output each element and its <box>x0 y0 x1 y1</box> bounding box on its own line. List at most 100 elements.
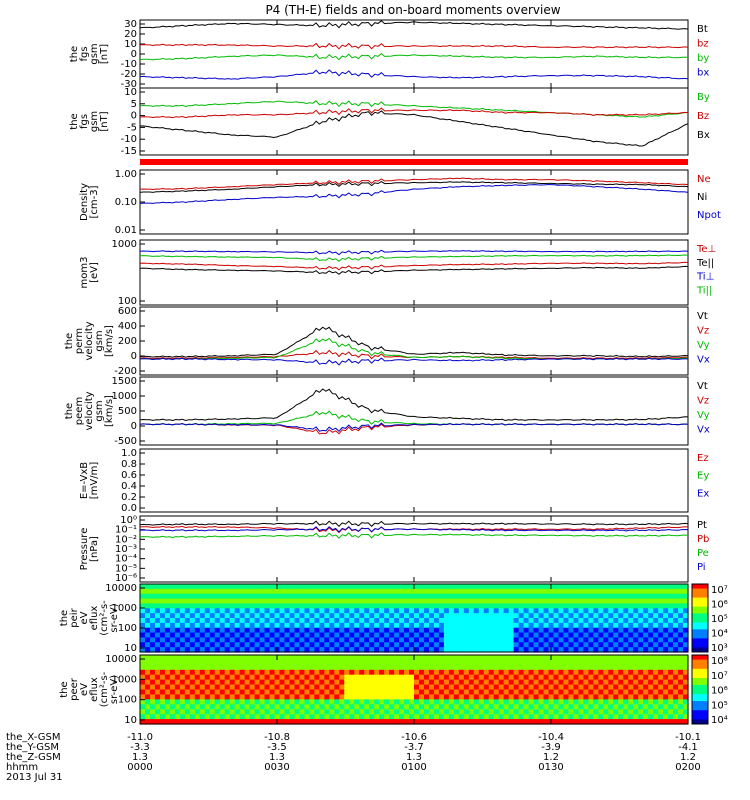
spectrogram-cell <box>299 608 305 614</box>
spectrogram-cell <box>478 679 485 686</box>
spectrogram-cell <box>164 588 171 595</box>
spectrogram-cell <box>344 669 350 676</box>
spectrogram-cell <box>279 709 286 715</box>
spectrogram-cell <box>229 719 236 725</box>
spectrogram-cell <box>633 637 639 643</box>
spectrogram-cell <box>423 709 430 715</box>
y-tick-label: 1.0 <box>121 448 137 459</box>
spectrogram-cell <box>513 694 520 700</box>
spectrogram-cell <box>463 655 470 661</box>
spectrogram-cell <box>468 664 475 671</box>
spectrogram-cell <box>478 674 485 681</box>
spectrogram-cell <box>463 603 470 609</box>
spectrogram-cell <box>214 627 221 634</box>
spectrogram-cell <box>209 603 216 609</box>
spectrogram-cell <box>653 684 659 691</box>
spectrogram-cell <box>613 647 619 653</box>
spectrogram-cell <box>144 709 151 715</box>
spectrogram-cell <box>159 627 166 634</box>
spectrogram-cell <box>164 637 171 643</box>
spectrogram-cell <box>189 642 196 648</box>
spectrogram-cell <box>663 603 669 609</box>
spectrogram-cell <box>463 647 470 653</box>
spectrogram-cell <box>319 689 325 696</box>
spectrogram-cell <box>663 608 669 614</box>
spectrogram-cell <box>359 647 365 653</box>
spectrogram-cell <box>618 618 624 624</box>
spectrogram-cell <box>279 719 286 725</box>
spectrogram-cell <box>498 598 505 605</box>
spectrogram-cell <box>314 674 320 681</box>
spectrogram-cell <box>179 627 186 634</box>
spectrogram-cell <box>284 647 291 653</box>
spectrogram-cell <box>593 655 599 661</box>
spectrogram-cell <box>140 669 146 676</box>
spectrogram-cell <box>673 679 679 686</box>
spectrogram-cell <box>433 689 440 696</box>
spectrogram-cell <box>633 584 639 590</box>
spectrogram-cell <box>478 684 485 691</box>
spectrogram-cell <box>164 714 171 720</box>
spectrogram-cell <box>463 679 470 686</box>
spectrogram-cell <box>683 593 689 600</box>
colorbar-segment <box>692 698 708 702</box>
spectrogram-cell <box>483 622 490 629</box>
spectrogram-cell <box>433 704 440 710</box>
spectrogram-cell <box>239 664 246 671</box>
spectrogram-cell <box>239 699 246 705</box>
spectrogram-cell <box>404 647 410 653</box>
spectrogram-cell <box>140 699 146 705</box>
spectrogram-cell <box>314 637 320 643</box>
spectrogram-cell <box>433 598 440 605</box>
spectrogram-cell <box>578 659 584 666</box>
spectrogram-cell <box>478 669 485 676</box>
spectrogram-cell <box>428 647 435 653</box>
spectrogram-cell <box>533 622 540 629</box>
spectrogram-cell <box>573 603 579 609</box>
spectrogram-cell <box>414 593 420 600</box>
footer-row-label: the_X-GSM <box>6 732 60 743</box>
spectrogram-cell <box>538 642 545 648</box>
spectrogram-cell <box>538 627 545 634</box>
spectrogram-cell <box>249 679 256 686</box>
spectrogram-cell <box>239 598 246 605</box>
spectrogram-cell <box>563 608 570 614</box>
spectrogram-cell <box>613 608 619 614</box>
colorbar-segment <box>692 647 708 651</box>
spectrogram-cell <box>334 603 340 609</box>
spectrogram-cell <box>518 684 525 691</box>
colorbar-segment <box>692 719 708 723</box>
spectrogram-cell <box>663 684 669 691</box>
spectrogram-cell <box>658 664 664 671</box>
spectrogram-cell <box>608 704 614 710</box>
spectrogram-cell <box>558 714 565 720</box>
spectrogram-cell <box>478 659 485 666</box>
spectrogram-cell <box>409 684 415 691</box>
spectrogram-cell <box>140 674 146 681</box>
spectrogram-cell <box>379 618 385 624</box>
spectrogram-cell <box>643 659 649 666</box>
spectrogram-cell <box>194 694 201 700</box>
spectrogram-cell <box>289 618 296 624</box>
spectrogram-cell <box>374 659 380 666</box>
spectrogram-cell <box>528 709 535 715</box>
spectrogram-cell <box>588 684 594 691</box>
spectrogram-cell <box>219 684 226 691</box>
spectrogram-cell <box>214 584 221 590</box>
spectrogram-cell <box>683 709 689 715</box>
spectrogram-cell <box>513 659 520 666</box>
spectrogram-cell <box>603 709 609 715</box>
spectrogram-cell <box>543 709 550 715</box>
spectrogram-cell <box>299 627 305 634</box>
spectrogram-cell <box>404 699 410 705</box>
spectrogram-cell <box>543 598 550 605</box>
spectrogram-cell <box>468 598 475 605</box>
spectrogram-cell <box>234 603 241 609</box>
spectrogram-cell <box>189 622 196 629</box>
spectrogram-cell <box>448 704 455 710</box>
spectrogram-cell <box>588 709 594 715</box>
spectrogram-cell <box>244 694 251 700</box>
spectrogram-cell <box>174 669 181 676</box>
spectrogram-cell <box>344 608 350 614</box>
spectrogram-cell <box>184 719 191 725</box>
